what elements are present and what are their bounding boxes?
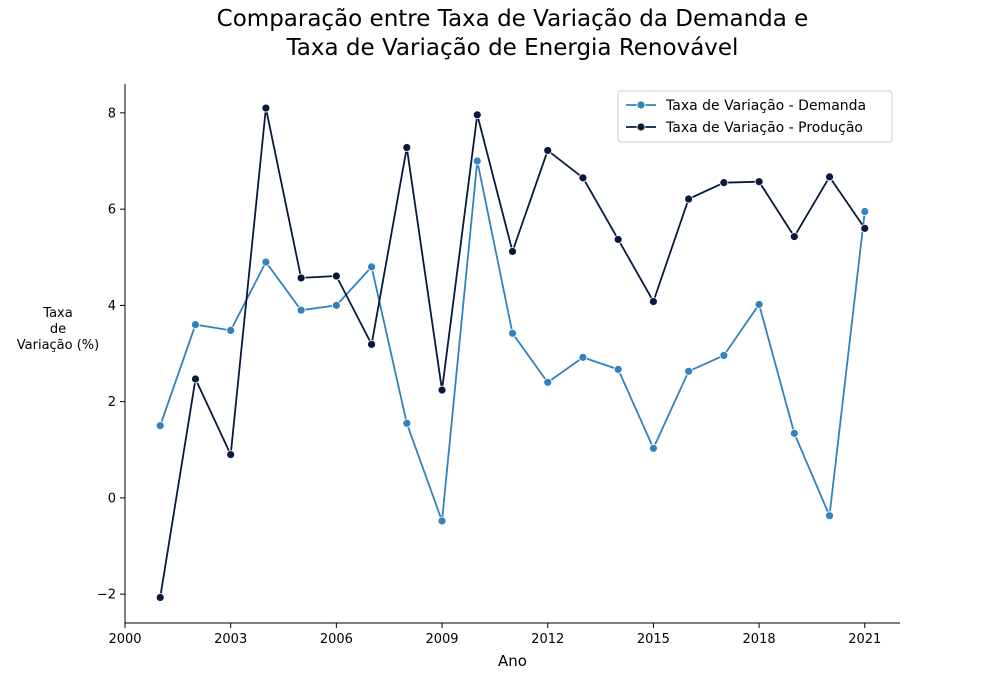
x-tick-label: 2012 (531, 632, 564, 647)
data-point-series-1 (191, 320, 200, 330)
data-point-series-2 (331, 271, 341, 281)
data-point-series-1 (226, 325, 236, 335)
data-point-series-2 (367, 339, 376, 349)
x-tick-label: 2021 (848, 632, 881, 647)
y-tick-label: 0 (108, 491, 116, 506)
data-point-series-2 (261, 103, 271, 113)
legend-label-1: Taxa de Variação - Demanda (665, 98, 866, 114)
data-point-series-1 (296, 305, 306, 315)
data-point-series-1 (860, 207, 870, 216)
x-tick-label: 2009 (425, 632, 458, 647)
y-tick-label: 4 (108, 299, 116, 314)
data-point-series-1 (155, 421, 165, 431)
data-point-series-2 (613, 235, 623, 244)
data-point-series-2 (860, 223, 870, 233)
data-point-series-2 (226, 450, 236, 459)
data-point-series-2 (578, 173, 588, 183)
y-tick-label: 8 (108, 106, 116, 121)
chart-title-line-2: Taxa de Variação de Energia Renovável (286, 35, 739, 61)
data-point-series-2 (191, 374, 200, 384)
x-tick-label: 2015 (637, 632, 670, 647)
data-point-series-2 (754, 177, 764, 187)
x-tick-label: 2018 (743, 632, 776, 647)
data-point-series-2 (684, 194, 694, 204)
data-point-series-1 (472, 156, 482, 166)
data-point-series-2 (789, 232, 799, 241)
data-point-series-1 (719, 351, 729, 360)
data-point-series-1 (825, 511, 834, 521)
chart-title-line-1: Comparação entre Taxa de Variação da Dem… (216, 6, 809, 32)
y-tick-label: 2 (108, 395, 116, 410)
data-point-series-1 (437, 516, 447, 526)
data-point-series-2 (719, 178, 729, 188)
y-axis-label-line-1: Taxa (43, 306, 73, 321)
legend-marker-2 (636, 122, 646, 132)
legend-label-2: Taxa de Variação - Produção (665, 120, 863, 136)
data-point-series-1 (789, 428, 799, 438)
data-point-series-1 (613, 364, 623, 374)
data-point-series-1 (331, 300, 341, 310)
x-axis-label: Ano (498, 652, 527, 670)
series-line-1 (159, 160, 866, 522)
y-tick-label: 6 (108, 203, 116, 218)
x-tick-label: 2000 (108, 632, 141, 647)
y-tick-label: −2 (97, 588, 116, 603)
legend-marker-1 (636, 100, 646, 110)
data-point-series-2 (508, 247, 517, 256)
y-axis-label: Taxa de Variação (%) (8, 306, 108, 354)
legend-box (617, 90, 893, 143)
data-point-series-1 (649, 443, 658, 453)
data-point-series-1 (402, 418, 412, 428)
data-point-series-1 (261, 257, 271, 267)
data-point-series-2 (543, 146, 553, 155)
data-point-series-1 (578, 352, 588, 362)
data-point-series-2 (825, 172, 834, 182)
data-point-series-2 (402, 143, 412, 152)
data-point-series-2 (296, 273, 306, 283)
x-tick-label: 2003 (214, 632, 247, 647)
y-axis-label-line-2: de (49, 322, 67, 337)
data-point-series-2 (649, 297, 658, 306)
data-point-series-2 (437, 385, 447, 395)
data-point-series-1 (508, 328, 517, 338)
data-point-series-1 (367, 262, 376, 272)
data-point-series-2 (472, 110, 482, 120)
y-axis-label-line-3: Variação (%) (16, 338, 100, 353)
data-point-series-2 (155, 593, 165, 602)
data-point-series-1 (684, 366, 694, 376)
data-point-series-1 (754, 300, 764, 309)
x-tick-label: 2006 (320, 632, 353, 647)
data-point-series-1 (543, 377, 553, 387)
